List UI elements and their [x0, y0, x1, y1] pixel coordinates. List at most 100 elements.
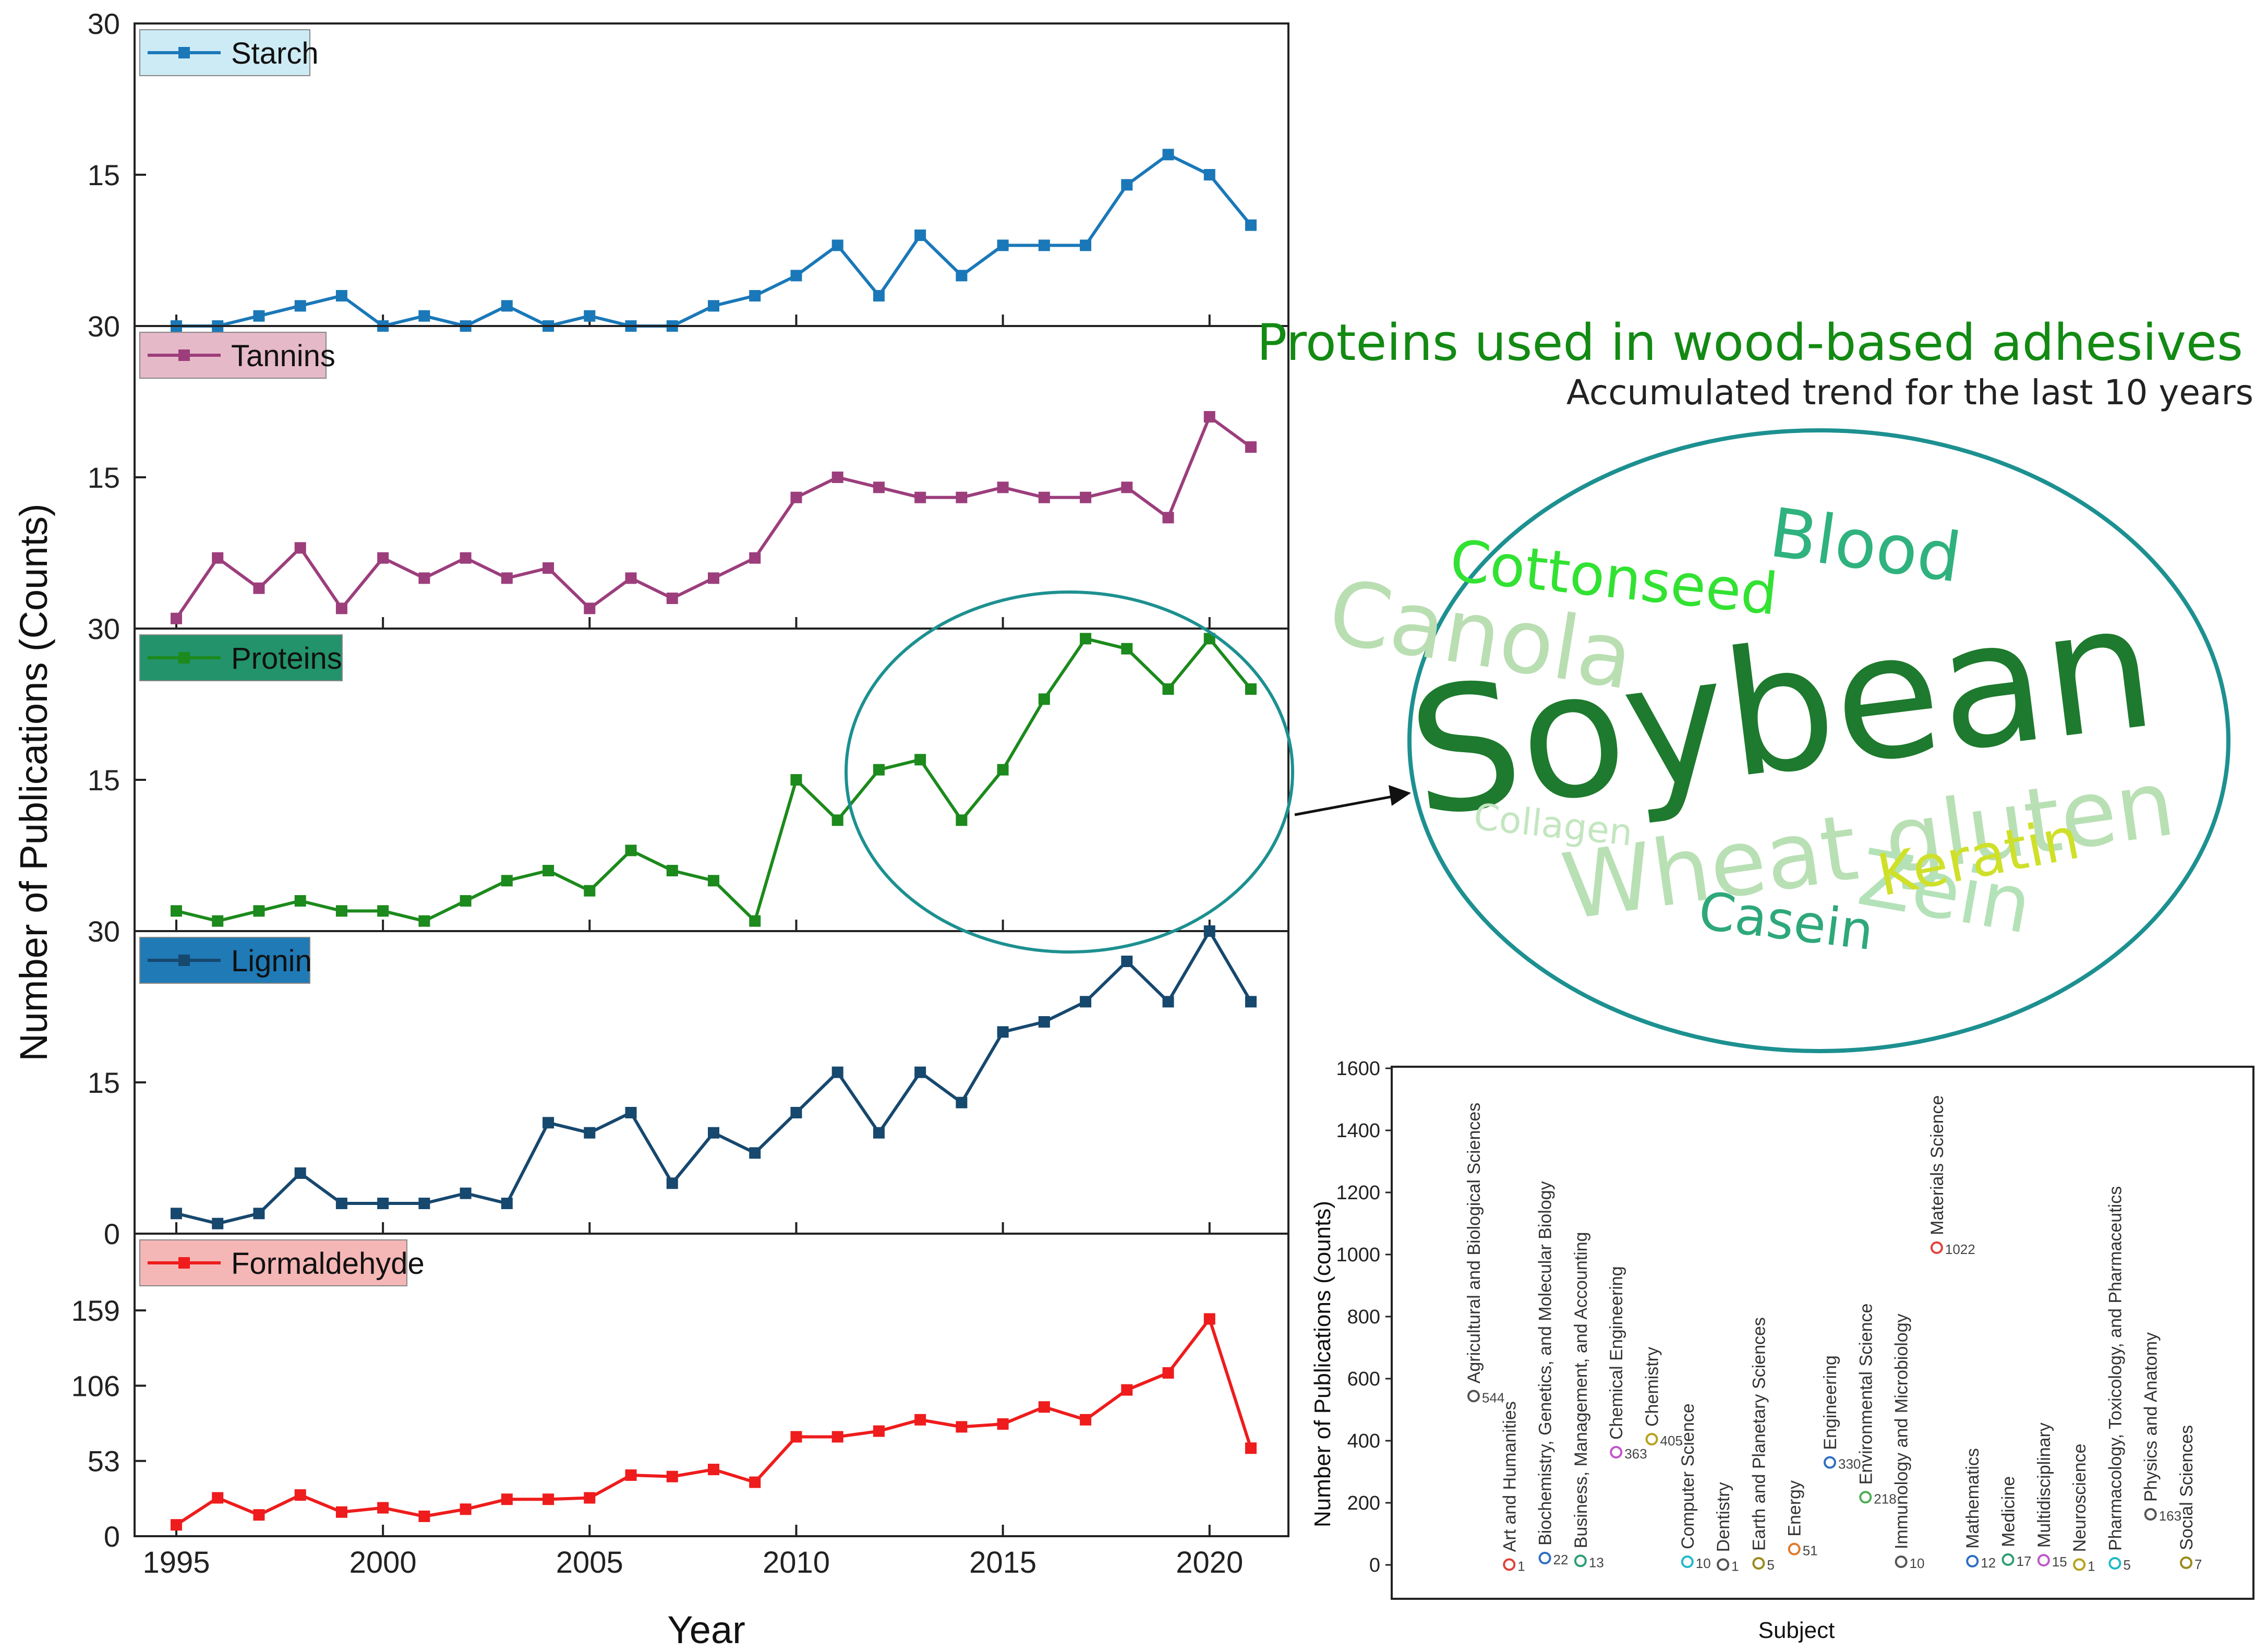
data-point — [956, 270, 968, 282]
data-point — [666, 593, 678, 604]
point-subject-label: Social Sciences — [2177, 1425, 2197, 1550]
point-value-label: 15 — [2052, 1554, 2067, 1570]
data-point — [708, 300, 719, 312]
data-point — [1203, 925, 1215, 937]
point-value-label: 1022 — [1945, 1241, 1975, 1257]
data-point — [335, 1506, 347, 1518]
data-point — [749, 552, 761, 564]
data-point — [1245, 996, 1257, 1008]
x-tick-label: 2005 — [556, 1546, 623, 1579]
data-point — [584, 310, 596, 322]
data-point — [294, 300, 306, 312]
data-point — [501, 1493, 513, 1505]
data-point — [790, 1107, 802, 1118]
data-point — [666, 1177, 678, 1189]
series-line-tannins — [175, 415, 1252, 620]
data-point — [418, 915, 430, 927]
data-point — [625, 572, 637, 584]
data-point — [1080, 633, 1092, 645]
point-subject-label: Computer Science — [1678, 1403, 1698, 1549]
data-point — [377, 1502, 389, 1514]
data-point — [212, 915, 224, 927]
scatter-point — [1752, 1557, 1765, 1570]
data-point — [542, 562, 554, 574]
data-point — [1038, 693, 1050, 705]
legend-swatch-marker — [178, 955, 190, 966]
data-point — [460, 552, 472, 564]
point-subject-label: Mathematics — [1963, 1448, 1983, 1549]
scatter-point — [1467, 1390, 1480, 1403]
point-value-label: 10 — [1696, 1555, 1711, 1571]
point-subject-label: Multidisciplinary — [2034, 1422, 2054, 1548]
data-point — [1162, 512, 1174, 524]
x-tick-label: 2020 — [1176, 1546, 1243, 1579]
y-tick-label: 600 — [1347, 1368, 1380, 1390]
data-point — [997, 239, 1009, 251]
scatter-point — [1895, 1555, 1908, 1569]
scatter-point — [1538, 1551, 1551, 1564]
x-tick-label: 2010 — [763, 1546, 830, 1579]
scatter-y-axis-title: Number of Publications (counts) — [1310, 1201, 1335, 1527]
data-point — [1245, 219, 1257, 231]
point-subject-label: Immunology and Microbiology — [1892, 1313, 1912, 1549]
point-subject-label: Earth and Planetary Sciences — [1749, 1317, 1769, 1551]
point-subject-label: Engineering — [1820, 1355, 1840, 1450]
data-point — [584, 1127, 596, 1139]
stacked-line-chart: 30 15 Starch 30 15 Tannins 30 15 Proteins 30 15 0 Li… — [12, 7, 1289, 1651]
data-point — [1121, 481, 1133, 493]
data-point — [831, 814, 843, 826]
data-point — [418, 572, 430, 584]
point-value-label: 1 — [2088, 1558, 2095, 1574]
data-point — [873, 1127, 885, 1139]
y-tick-label: 15 — [88, 1066, 120, 1099]
data-point — [294, 1167, 306, 1179]
point-value-label: 1 — [1731, 1558, 1739, 1574]
data-point — [831, 239, 843, 251]
point-subject-label: Dentistry — [1714, 1482, 1733, 1552]
data-point — [1203, 411, 1215, 423]
series-line-lignin — [176, 930, 1252, 1225]
point-subject-label: Chemical Engineering — [1607, 1266, 1626, 1440]
data-point — [335, 290, 347, 302]
data-point — [956, 1096, 968, 1108]
scatter-point — [1645, 1433, 1658, 1446]
data-point — [418, 310, 430, 322]
data-point — [997, 764, 1009, 776]
scatter-point — [1574, 1554, 1587, 1567]
data-point — [749, 1476, 761, 1488]
data-point — [1162, 683, 1174, 695]
point-subject-label: Agricultural and Biological Sciences — [1464, 1103, 1484, 1384]
y-tick-label: 15 — [88, 159, 120, 191]
y-tick-label: 400 — [1347, 1430, 1380, 1452]
data-point — [625, 1107, 637, 1118]
data-point — [831, 1431, 843, 1443]
point-value-label: 405 — [1660, 1433, 1683, 1449]
data-point — [708, 572, 719, 584]
point-value-label: 1 — [1517, 1558, 1525, 1574]
y-tick-label: 1200 — [1336, 1182, 1380, 1204]
y-tick-label: 30 — [88, 612, 120, 645]
point-value-label: 17 — [2017, 1553, 2032, 1569]
data-point — [1038, 1016, 1050, 1028]
point-value-label: 330 — [1838, 1456, 1861, 1472]
scatter-point — [1824, 1456, 1836, 1469]
point-subject-label: Medicine — [1999, 1476, 2019, 1547]
data-point — [956, 814, 968, 826]
point-value-label: 218 — [1874, 1491, 1896, 1506]
legend-label: Starch — [231, 37, 319, 70]
scatter-point — [2144, 1508, 2157, 1521]
y-tick-label: 106 — [71, 1369, 120, 1402]
data-point — [1080, 1414, 1092, 1426]
y-tick-label: 159 — [71, 1294, 120, 1327]
x-axis-title: Year — [667, 1608, 745, 1651]
point-subject-label: Chemistry — [1643, 1347, 1662, 1427]
data-point — [708, 1464, 719, 1476]
highlight-ellipse — [845, 590, 1294, 954]
point-subject-label: Materials Science — [1927, 1095, 1947, 1235]
data-point — [997, 1026, 1009, 1038]
data-point — [873, 1425, 885, 1437]
data-point — [790, 1431, 802, 1443]
data-point — [253, 905, 265, 917]
data-point — [501, 572, 513, 584]
scatter-point — [2073, 1558, 2086, 1571]
